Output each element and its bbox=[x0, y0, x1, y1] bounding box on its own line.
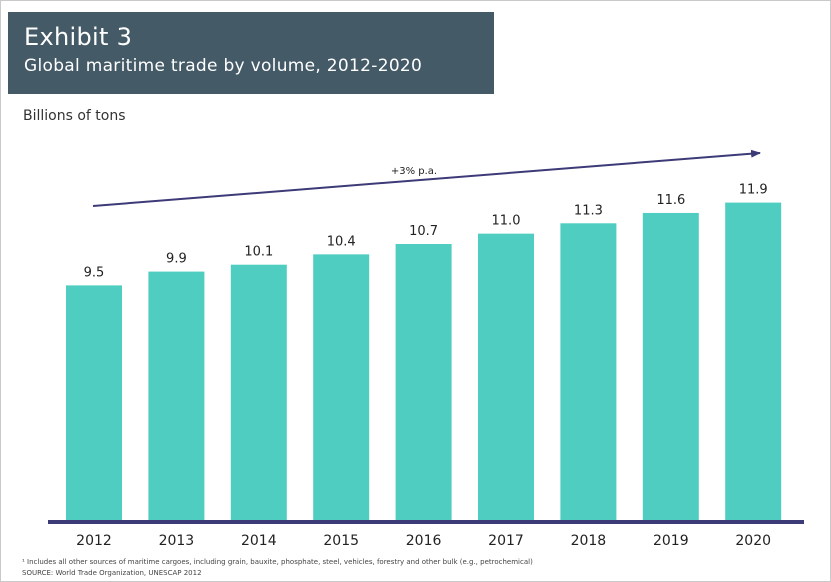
bar-2016 bbox=[395, 244, 452, 520]
chart-subtitle: Global maritime trade by volume, 2012-20… bbox=[24, 56, 423, 76]
x-tick-label-2020: 2020 bbox=[735, 533, 771, 549]
title-banner: Exhibit 3 Global maritime trade by volum… bbox=[8, 12, 494, 94]
bar-2017 bbox=[478, 233, 534, 520]
trend-label: +3% p.a. bbox=[391, 166, 437, 177]
value-label-2015: 10.4 bbox=[327, 234, 356, 249]
value-label-2014: 10.1 bbox=[244, 245, 273, 260]
x-tick-label-2015: 2015 bbox=[323, 533, 359, 549]
bar-2012 bbox=[66, 285, 122, 520]
footnote-source: SOURCE: World Trade Organization, UNESCA… bbox=[22, 569, 202, 577]
value-label-2016: 10.7 bbox=[409, 224, 438, 239]
value-label-2017: 11.0 bbox=[492, 214, 521, 229]
x-tick-label-2012: 2012 bbox=[76, 533, 112, 549]
bar-2013 bbox=[148, 271, 205, 520]
value-labels-group: 9.5 9.9 10.1 10.4 10.7 11.0 11.3 11.6 11.9 bbox=[84, 183, 768, 281]
x-tick-label-2019: 2019 bbox=[653, 533, 689, 549]
x-tick-label-2014: 2014 bbox=[241, 533, 277, 549]
footnote-note: ¹ Includes all other sources of maritime… bbox=[22, 558, 533, 566]
bar-2018 bbox=[560, 223, 617, 521]
bar-2014 bbox=[230, 264, 287, 520]
bar-2020 bbox=[725, 202, 782, 520]
x-tick-label-2017: 2017 bbox=[488, 533, 524, 549]
value-label-2012: 9.5 bbox=[84, 265, 105, 280]
value-label-2019: 11.6 bbox=[656, 193, 685, 208]
bar-2015 bbox=[313, 254, 370, 520]
value-label-2018: 11.3 bbox=[574, 203, 603, 218]
bars-group bbox=[66, 202, 782, 521]
x-tick-label-2018: 2018 bbox=[571, 533, 607, 549]
trend-arrow bbox=[92, 149, 761, 207]
y-unit-label: Billions of tons bbox=[23, 108, 126, 124]
value-label-2013: 9.9 bbox=[166, 252, 187, 267]
x-tick-labels-group: 2012 2013 2014 2015 2016 2017 2018 2019 2020 bbox=[76, 533, 771, 549]
x-tick-label-2013: 2013 bbox=[159, 533, 195, 549]
bar-2019 bbox=[642, 212, 699, 520]
value-label-2020: 11.9 bbox=[739, 183, 768, 198]
x-tick-label-2016: 2016 bbox=[406, 533, 442, 549]
exhibit-title: Exhibit 3 bbox=[24, 23, 133, 51]
